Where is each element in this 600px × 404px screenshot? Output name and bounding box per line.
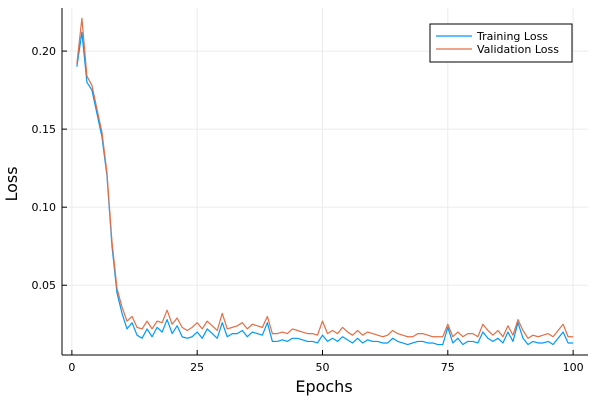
x-tick-label: 75: [441, 361, 455, 374]
x-tick-label: 0: [68, 361, 75, 374]
legend: Training Loss Validation Loss: [429, 23, 573, 63]
ticks: 0 25 50 75 100 0.05 0.10 0.15 0.20: [32, 45, 584, 374]
x-axis-label: Epochs: [295, 377, 352, 396]
x-tick-label: 100: [563, 361, 584, 374]
series-line-validation-loss: [76, 17, 574, 339]
grid: [62, 8, 588, 355]
series-group: [76, 17, 574, 346]
y-axis-label: Loss: [2, 166, 21, 201]
legend-box: [429, 23, 573, 63]
y-tick-label: 0.20: [32, 45, 57, 58]
y-tick-label: 0.15: [32, 123, 57, 136]
legend-label-training-loss: Training Loss: [476, 30, 548, 43]
series-line-training-loss: [76, 31, 574, 346]
x-tick-label: 25: [190, 361, 204, 374]
y-tick-label: 0.05: [32, 279, 57, 292]
legend-label-validation-loss: Validation Loss: [477, 43, 559, 56]
y-tick-label: 0.10: [32, 201, 57, 214]
axes: [61, 8, 588, 356]
x-tick-label: 50: [315, 361, 329, 374]
